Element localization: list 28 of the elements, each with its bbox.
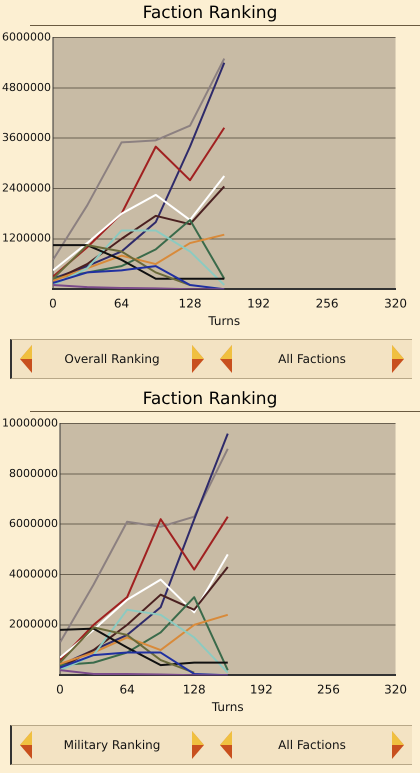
y-tick-label: 6000000 [2,30,51,44]
x-tick-label: 0 [56,682,64,697]
x-tick-label: 320 [384,296,407,311]
x-tick-label: 256 [316,682,340,697]
y-tick-label: 2000000 [8,618,58,631]
x-tick-label: 64 [119,682,135,697]
x-tick-label: 320 [384,682,407,697]
y-tick-label: 2400000 [2,181,51,194]
y-tick-label: 3600000 [2,131,51,144]
chart-title: Faction Ranking [142,2,278,24]
x-axis-title: Turns [207,314,240,328]
y-tick-label: 6000000 [8,517,58,530]
y-tick-label: 4000000 [8,567,58,580]
x-tick-label: 0 [49,296,57,311]
selector-panel: Overall Ranking All Factions [10,339,412,379]
x-tick-label: 192 [247,296,270,311]
y-tick-label: 4800000 [2,80,51,94]
x-tick-label: 64 [114,296,130,311]
y-tick-label: 8000000 [8,466,58,480]
x-axis-title: Turns [210,700,244,714]
y-tick-label: 10000000 [2,416,58,430]
x-tick-label: 128 [182,682,206,697]
x-tick-label: 256 [316,296,338,311]
x-tick-label: 128 [178,296,202,311]
selector-panel: Military Ranking All Factions [10,725,412,765]
y-tick-label: 1200000 [2,232,51,245]
chart-title: Faction Ranking [142,388,278,410]
x-tick-label: 192 [250,682,273,697]
